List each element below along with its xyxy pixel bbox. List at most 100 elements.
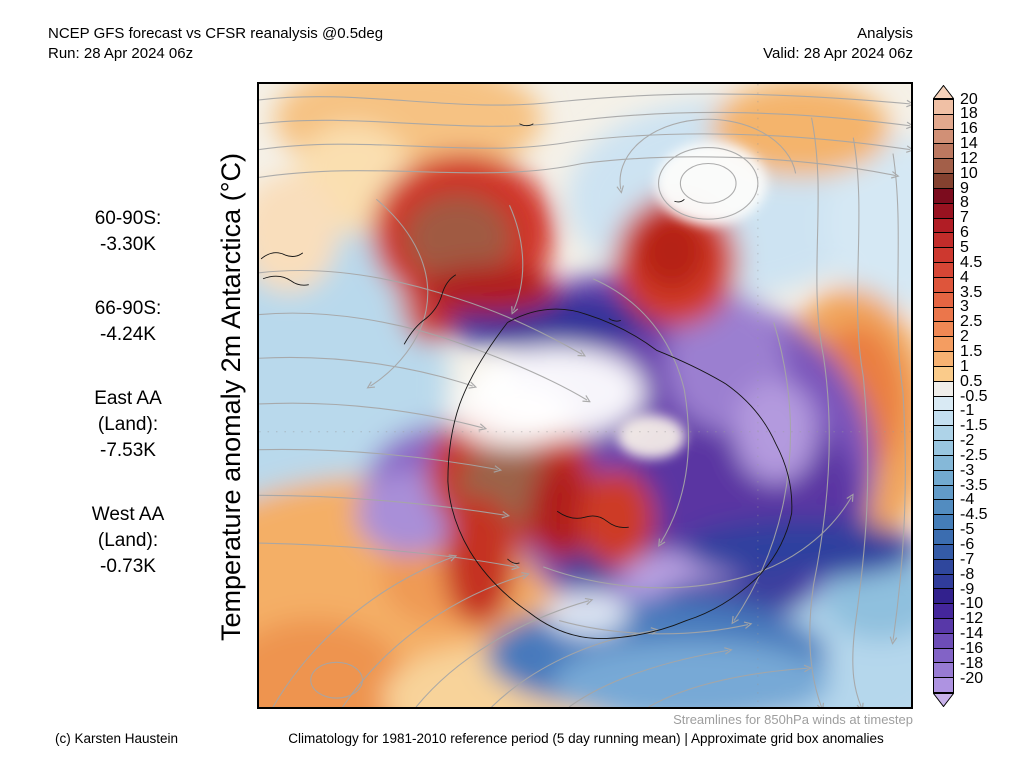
colorbar-tick-label: -2 bbox=[960, 432, 975, 450]
colorbar-tick-label: 18 bbox=[960, 105, 978, 123]
colorbar-segment bbox=[933, 677, 954, 694]
colorbar-tick-label: 4.5 bbox=[960, 253, 983, 271]
stat-60-90s: 60-90S: -3.30K bbox=[40, 206, 216, 258]
colorbar-tick-label: -1 bbox=[960, 402, 975, 420]
colorbar-segment bbox=[933, 543, 954, 560]
colorbar-segment bbox=[933, 529, 954, 545]
colorbar-segment bbox=[933, 128, 954, 145]
colorbar-segment bbox=[933, 469, 954, 486]
colorbar-segment bbox=[933, 588, 954, 605]
colorbar-tick-label: 6 bbox=[960, 224, 969, 242]
colorbar-segment bbox=[933, 558, 954, 575]
stat-value: -0.73K bbox=[100, 556, 156, 577]
colorbar-tick-label: -9 bbox=[960, 580, 975, 598]
stat-value: -3.30K bbox=[100, 234, 156, 255]
colorbar-segment bbox=[933, 276, 954, 293]
colorbar-tick-label: -8 bbox=[960, 565, 975, 583]
header-right: Analysis Valid: 28 Apr 2024 06z bbox=[763, 24, 913, 64]
colorbar-tick-label: 20 bbox=[960, 90, 978, 108]
colorbar-tick-label: -16 bbox=[960, 639, 984, 657]
stat-66-90s: 66-90S: -4.24K bbox=[40, 296, 216, 348]
colorbar-segment bbox=[933, 662, 954, 679]
colorbar-segment bbox=[933, 440, 954, 456]
analysis-label: Analysis bbox=[857, 25, 913, 42]
stat-value: -7.53K bbox=[100, 440, 156, 461]
colorbar-segment bbox=[933, 306, 954, 323]
colorbar-segment bbox=[933, 454, 954, 471]
colorbar-segment bbox=[933, 647, 954, 664]
run-line: Run: 28 Apr 2024 06z bbox=[48, 45, 194, 62]
colorbar-segment bbox=[933, 321, 954, 338]
stat-label: West AA bbox=[91, 504, 165, 525]
colorbar-tick-label: -5 bbox=[960, 521, 975, 539]
colorbar-segment bbox=[933, 232, 954, 249]
colorbar-segment bbox=[933, 632, 954, 649]
colorbar-tick-label: -3.5 bbox=[960, 476, 988, 494]
map-coastlines bbox=[260, 123, 793, 639]
colorbar-tick-label: -18 bbox=[960, 654, 984, 672]
colorbar-tick-label: -12 bbox=[960, 610, 984, 628]
colorbar-segment bbox=[933, 484, 954, 501]
colorbar-segment bbox=[933, 173, 954, 189]
stat-value: -4.24K bbox=[100, 324, 156, 345]
colorbar-segment bbox=[933, 425, 954, 442]
colorbar-segment bbox=[933, 380, 954, 397]
colorbar-segment bbox=[933, 351, 954, 367]
climatology-note: Climatology for 1981-2010 reference peri… bbox=[288, 731, 884, 746]
colorbar-tick-label: 2 bbox=[960, 328, 969, 346]
colorbar-segment bbox=[933, 202, 954, 219]
colorbar-tick-label: -4 bbox=[960, 491, 975, 509]
stat-east-aa: East AA (Land): -7.53K bbox=[40, 386, 216, 464]
colorbar-tick-label: 10 bbox=[960, 164, 978, 182]
stat-label: 66-90S: bbox=[94, 298, 162, 319]
colorbar-tick-label: 1.5 bbox=[960, 342, 983, 360]
colorbar-segment bbox=[933, 247, 954, 264]
colorbar-segment bbox=[933, 113, 954, 130]
colorbar-tick-label: 14 bbox=[960, 135, 978, 153]
colorbar-segment bbox=[933, 573, 954, 590]
colorbar-tick-label: -7 bbox=[960, 550, 975, 568]
colorbar-segment bbox=[933, 262, 954, 278]
colorbar-tick-label: 0.5 bbox=[960, 372, 983, 390]
header-left: NCEP GFS forecast vs CFSR reanalysis @0.… bbox=[48, 24, 383, 64]
colorbar-tick-label: 9 bbox=[960, 179, 969, 197]
colorbar-segment bbox=[933, 365, 954, 382]
map-streamlines bbox=[259, 93, 910, 707]
colorbar-segment bbox=[933, 395, 954, 412]
streamlines-note: Streamlines for 850hPa winds at timestep bbox=[673, 712, 913, 727]
colorbar-segment bbox=[933, 336, 954, 353]
colorbar-segment bbox=[933, 291, 954, 308]
stat-label: (Land): bbox=[97, 530, 159, 551]
stat-label: 60-90S: bbox=[94, 208, 162, 229]
copyright: (c) Karsten Haustein bbox=[55, 731, 179, 746]
colorbar-tick-label: -4.5 bbox=[960, 506, 988, 524]
colorbar-segment bbox=[933, 143, 954, 160]
colorbar: 20 18 16 14 12 10 9 8 7 6 5 4.5 4 3.5 3 2.5 2 1.5 1 0.5 -0.5… bbox=[933, 85, 1024, 725]
colorbar-tick-label: 5 bbox=[960, 239, 969, 256]
colorbar-segment bbox=[933, 158, 954, 175]
colorbar-segment bbox=[933, 617, 954, 634]
y-axis-title: Temperature anomaly 2m Antarctica (°C) bbox=[216, 153, 246, 641]
stat-label: East AA bbox=[94, 388, 162, 409]
colorbar-tick-label: 7 bbox=[960, 209, 969, 227]
colorbar-tick-label: -14 bbox=[960, 625, 984, 643]
colorbar-tick-label: 4 bbox=[960, 268, 969, 286]
valid-line: Valid: 28 Apr 2024 06z bbox=[763, 45, 913, 62]
colorbar-tick-label: -6 bbox=[960, 536, 975, 553]
colorbar-segment bbox=[933, 99, 954, 115]
anomaly-map bbox=[257, 82, 913, 709]
colorbar-segment bbox=[933, 514, 954, 531]
stat-west-aa: West AA (Land): -0.73K bbox=[40, 502, 216, 580]
colorbar-tick-label: 12 bbox=[960, 149, 978, 167]
stat-label: (Land): bbox=[97, 414, 159, 435]
colorbar-tick-label: 2.5 bbox=[960, 313, 983, 331]
colorbar-segment bbox=[933, 603, 954, 619]
colorbar-tick-label: 1 bbox=[960, 357, 969, 375]
page-title: NCEP GFS forecast vs CFSR reanalysis @0.… bbox=[48, 25, 384, 42]
colorbar-segment bbox=[933, 499, 954, 516]
colorbar-under-arrow bbox=[933, 693, 954, 707]
colorbar-segment bbox=[933, 410, 954, 427]
colorbar-tick-label: -3 bbox=[960, 461, 975, 479]
colorbar-tick-label: -0.5 bbox=[960, 387, 988, 405]
